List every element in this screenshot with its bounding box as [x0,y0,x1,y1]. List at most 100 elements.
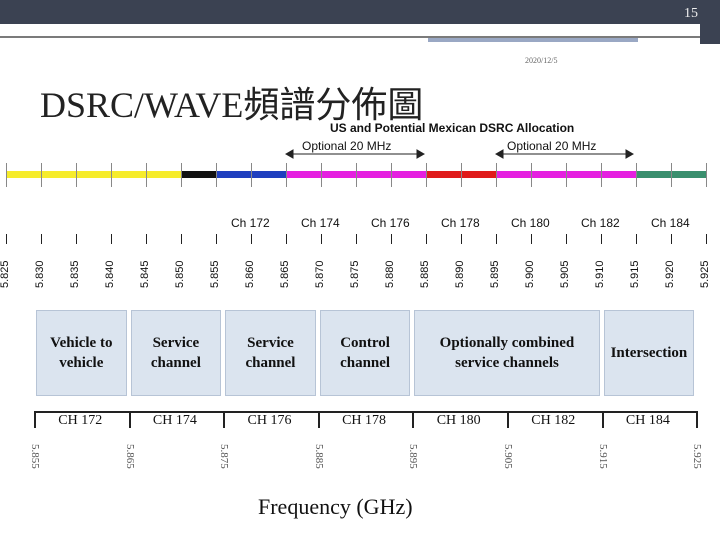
band-tick [636,163,637,187]
axis-tick [34,411,36,428]
frequency-tick [671,234,672,244]
frequency-label: 5.905 [559,260,571,288]
axis-frequency-label: 5.865 [123,444,136,469]
channel-box: Vehicle to vehicle [36,310,127,396]
frequency-label: 5.885 [419,260,431,288]
frequency-tick [251,234,252,244]
band-segment [6,171,181,178]
frequency-label: 5.890 [454,260,466,288]
axis-channel-label: CH 174 [152,413,197,428]
frequency-tick [461,234,462,244]
frequency-tick [391,234,392,244]
frequency-label: 5.900 [524,260,536,288]
channel-label: Ch 180 [511,216,550,230]
frequency-label: 5.855 [209,260,221,288]
channel-label: Ch 184 [651,216,690,230]
frequency-tick [356,234,357,244]
channel-box: Intersection [603,310,695,396]
frequency-tick [6,234,7,244]
frequency-tick [321,234,322,244]
frequency-label: 5.850 [174,260,186,288]
frequency-tick [426,234,427,244]
axis-tick [507,411,509,428]
band-bar [0,171,706,178]
band-tick [111,163,112,187]
frequency-label: 5.920 [664,260,676,288]
axis-frequency-label: 5.925 [691,444,704,469]
axis-tick [601,411,604,428]
frequency-tick [286,234,287,244]
axis-tick [128,411,131,428]
frequency-tick [531,234,532,244]
axis-frequency-label: 5.875 [218,444,231,469]
frequency-tick [76,234,77,244]
frequency-axis [34,411,697,413]
axis-channel-label: CH 184 [625,413,670,428]
frequency-tick [216,234,217,244]
header-accent [428,38,638,42]
slide-number: 15 [684,6,698,21]
band-tick [146,163,147,187]
frequency-tick [706,234,707,244]
slide-date: 2020/12/5 [525,56,558,65]
optional-range-arrows [284,149,635,159]
axis-channel-label: CH 182 [531,413,576,428]
frequency-label: 5.865 [279,260,291,288]
frequency-tick [496,234,497,244]
header-strip [0,24,700,36]
frequency-tick [566,234,567,244]
channel-box: Optionally combined service channels [414,310,600,396]
band-tick [461,163,462,187]
band-tick [496,163,497,187]
frequency-label: 5.830 [34,260,46,288]
channel-label: Ch 176 [371,216,410,230]
frequency-tick [146,234,147,244]
band-tick [671,163,672,187]
axis-channel-label: CH 172 [58,413,103,428]
channel-label: Ch 182 [581,216,620,230]
band-tick [216,163,217,187]
frequency-label: 5.925 [699,260,711,288]
frequency-label: 5.860 [244,260,256,288]
band-tick [601,163,602,187]
band-tick [531,163,532,187]
frequency-tick [601,234,602,244]
band-tick [706,163,707,187]
band-tick [356,163,357,187]
slide-title: DSRC/WAVE頻譜分佈圖 [40,85,424,125]
axis-channel-label: CH 178 [342,413,387,428]
axis-frequency-label: 5.855 [29,444,41,469]
band-tick [391,163,392,187]
axis-tick [317,411,320,428]
frequency-label: 5.875 [349,260,361,288]
frequency-tick [636,234,637,244]
band-tick [6,163,7,187]
channel-box: Service channel [130,310,222,396]
frequency-label: 5.835 [69,260,81,288]
frequency-label: 5.840 [104,260,116,288]
channel-label: Ch 172 [231,216,270,230]
axis-frequency-label: 5.915 [596,444,609,469]
frequency-tick [41,234,42,244]
band-tick [426,163,427,187]
frequency-label: 5.870 [314,260,326,288]
frequency-label: 5.825 [0,260,11,288]
axis-frequency-label: 5.885 [312,444,325,469]
band-tick [321,163,322,187]
axis-channel-label: CH 180 [436,413,481,428]
axis-title: Frequency (GHz) [258,494,413,519]
channel-label: Ch 178 [441,216,480,230]
chart-title: US and Potential Mexican DSRC Allocation [330,121,575,135]
band-tick [76,163,77,187]
frequency-label: 5.895 [489,260,501,288]
optional-label-2: Optional 20 MHz [507,139,597,153]
frequency-tick [181,234,182,244]
channel-box: Control channel [319,310,411,396]
axis-tick [223,411,226,428]
axis-tick [412,411,415,428]
frequency-tick [111,234,112,244]
header-rule [0,36,700,38]
band-tick [41,163,42,187]
band-tick [286,163,287,187]
band-segment [181,171,216,178]
